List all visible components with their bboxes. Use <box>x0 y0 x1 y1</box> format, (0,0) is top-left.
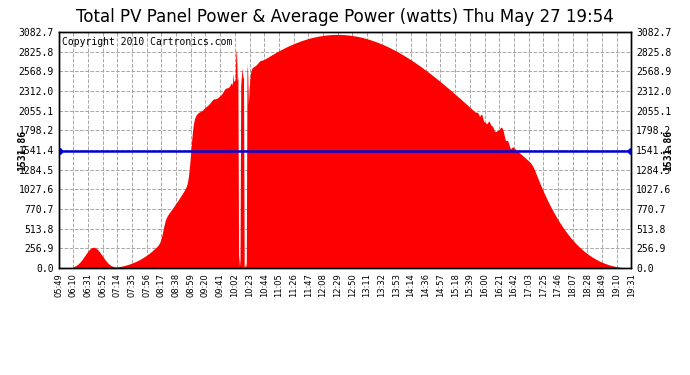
Text: 1531.86: 1531.86 <box>17 130 27 171</box>
Text: Total PV Panel Power & Average Power (watts) Thu May 27 19:54: Total PV Panel Power & Average Power (wa… <box>76 8 614 26</box>
Text: 1531.86: 1531.86 <box>663 130 673 171</box>
Text: Copyright 2010 Cartronics.com: Copyright 2010 Cartronics.com <box>61 37 232 47</box>
